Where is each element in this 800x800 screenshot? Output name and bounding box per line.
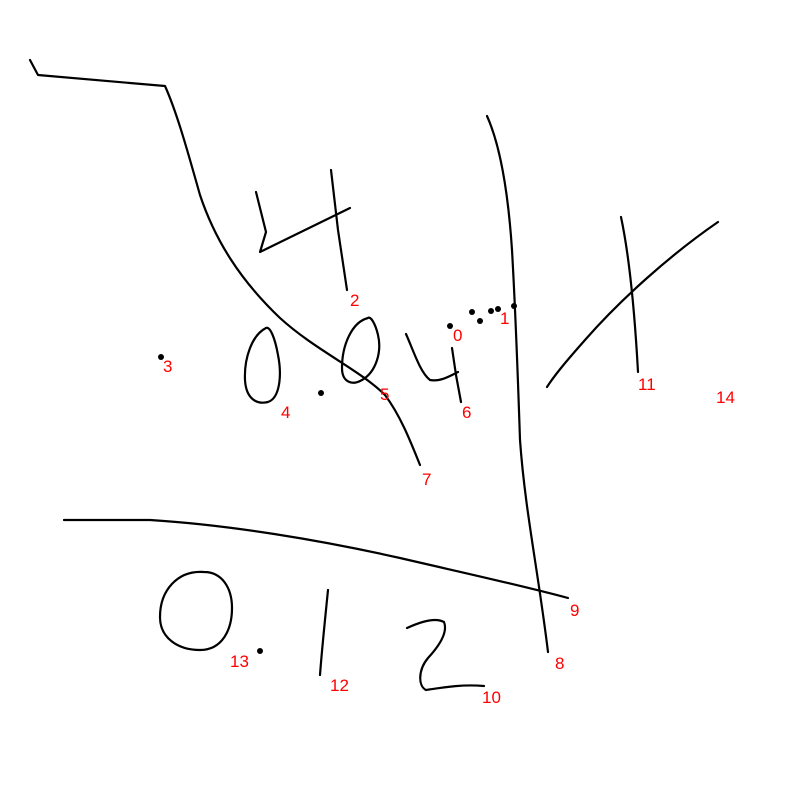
stroke-14 [545,220,720,389]
stroke-6b [450,346,463,404]
label-9: 9 [570,601,579,620]
stroke-0-dot [447,323,453,329]
stroke-9 [62,518,570,600]
stroke-1-dot-d [495,306,501,312]
stroke-4-dot [318,390,324,396]
label-8: 8 [555,654,564,673]
stroke-6 [404,332,460,382]
label-5: 5 [380,385,389,404]
stroke-13 [158,570,234,652]
label-10: 10 [482,688,501,707]
label-6: 6 [462,403,471,422]
label-2: 2 [350,291,359,310]
stroke-13-dot [257,648,263,654]
label-14: 14 [716,388,735,407]
stroke-5 [340,316,381,384]
stroke-12 [318,588,330,677]
label-0: 0 [453,326,462,345]
label-3: 3 [163,357,172,376]
stroke-8 [485,114,550,654]
stroke-1-dot-a [469,309,475,315]
label-13: 13 [230,652,249,671]
stroke-1-dot-c [488,308,494,314]
label-7: 7 [422,470,431,489]
label-4: 4 [281,403,290,422]
label-11: 11 [638,375,656,394]
stroke-2 [254,190,352,254]
stroke-2b [329,168,349,292]
stroke-7 [28,58,422,467]
stroke-4 [243,326,281,404]
stroke-1-dot-b [477,318,483,324]
stroke-3-dot [158,354,164,360]
label-12: 12 [330,676,349,695]
label-1: 1 [500,309,509,328]
stroke-10 [405,618,486,692]
stroke-11 [619,215,640,374]
